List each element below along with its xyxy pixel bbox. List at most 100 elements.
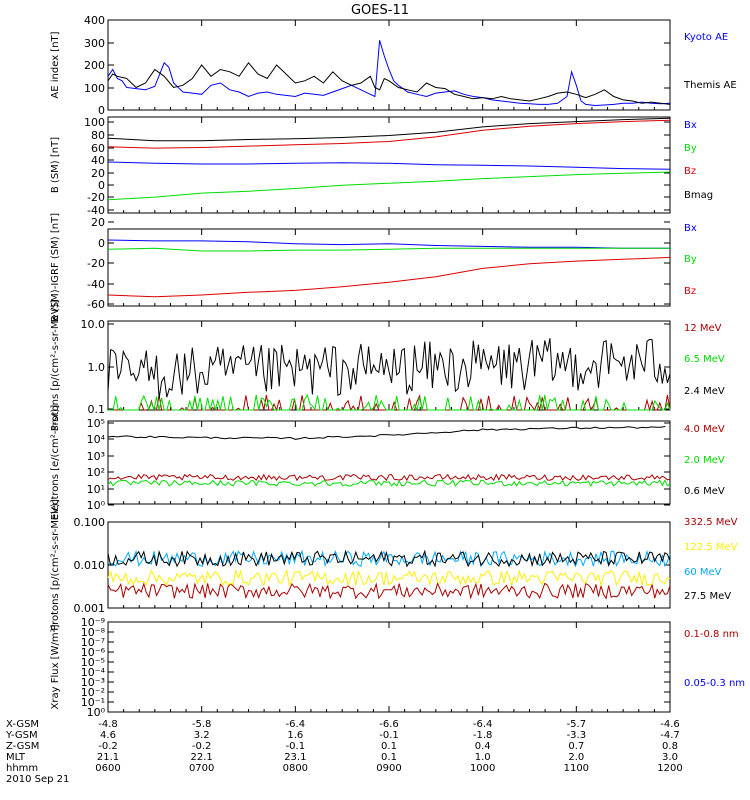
row-label: Y-GSM [5,730,38,741]
axis-value: 1100 [564,763,589,774]
plot-title: GOES-11 [351,3,409,18]
axis-value: -6.4 [286,719,306,730]
axis-value: 0900 [376,763,401,774]
y-axis-label: Electrons [e/(cm²-s-sr)] [50,405,61,521]
panel-frame [107,420,671,505]
y-tick-label: 10³ [87,450,105,463]
y-tick-label: 10⁻⁸ [81,626,106,639]
series-line-bx [107,161,671,170]
axis-value: 1.0 [475,752,491,763]
axis-value: -0.1 [379,730,399,741]
series-line-bz [107,256,671,298]
panel-frame [107,320,671,411]
row-label: hhmm [6,763,38,774]
panel-4: 0.1 1.0 10.0 Protons [p/(cm²-s-sr-MeV)] 12 M… [50,300,725,432]
legend-entry: Kyoto AE [684,32,728,43]
series-line-122-5-mev [107,568,671,588]
series-line-6-5-mev [108,393,671,412]
legend-entry: Bx [684,223,697,234]
y-tick-label: 20 [91,216,105,229]
axis-value: -4.7 [660,730,680,741]
y-tick-label: 100 [84,82,105,95]
y-tick-label: 10⁻⁹ [81,616,105,629]
axis-value: -3.3 [567,730,587,741]
y-tick-label: 10⁴ [87,433,106,446]
series-line-332-5-mev [107,581,671,600]
series-line-bz [107,119,671,149]
series-line-27-5-mev [107,549,671,568]
y-tick-label: 10⁰ [87,499,106,512]
axis-value: -0.1 [286,741,306,752]
legend-entry: 12 MeV [684,323,722,334]
axis-value: 0700 [189,763,214,774]
axis-value: -5.8 [192,719,212,730]
legend-entry: 2.4 MeV [684,386,725,397]
y-tick-label: 10⁰ [87,706,106,719]
y-tick-label: 10⁻⁶ [81,646,106,659]
legend-entry: 0.1-0.8 nm [684,629,739,640]
y-tick-label: 0.100 [74,516,106,529]
series-line-0-6-mev [107,426,666,440]
y-tick-label: 10¹ [87,483,105,496]
axis-value: 0600 [95,763,120,774]
y-tick-label: 10⁻³ [81,676,105,689]
legend-entry: Bmag [684,190,713,201]
axis-value: 1000 [470,763,495,774]
series-line-by [107,247,670,252]
y-tick-label: -20 [87,257,105,270]
series-line-bmag [107,117,671,142]
legend-entry: By [684,254,697,265]
axis-value: -0.2 [192,741,212,752]
y-tick-label: 10⁵ [87,417,105,430]
axis-value: -1.8 [473,730,493,741]
y-axis-label: B (SM) [nT] [50,137,61,193]
row-label: X-GSM [6,719,39,730]
legend-entry: 27.5 MeV [684,591,731,602]
y-tick-label: 20 [91,167,105,180]
y-tick-label: 10⁻⁷ [81,636,105,649]
y-tick-label: 40 [91,154,105,167]
y-tick-label: 400 [84,14,105,27]
y-tick-label: 10⁻¹ [81,696,105,709]
y-tick-label: -40 [87,204,105,217]
y-tick-label: 0.010 [74,559,106,572]
axis-value: -0.2 [98,741,118,752]
panel-3: -60 -40 -20 0 20 B (SM)-IGRF (SM) [nT] Bx By Bz [50,213,697,322]
series-line-kyoto-ae [107,40,671,107]
y-tick-label: 300 [84,37,105,50]
series-line-2-0-mev [107,479,671,488]
series-line-themis-ae [107,61,671,105]
y-tick-label: 0.001 [74,602,106,615]
axis-value: -5.7 [567,719,587,730]
axis-value: 2.0 [568,752,584,763]
axis-value: -6.6 [379,719,399,730]
series-line-4-0-mev [107,473,671,482]
axis-value: 0800 [283,763,308,774]
axis-value: 0.1 [381,741,397,752]
row-label: MLT [6,752,26,763]
axis-value: 0.1 [381,752,397,763]
y-tick-label: -60 [87,298,105,311]
axis-value: 3.2 [194,730,210,741]
legend-entry: 2.0 MeV [684,455,725,466]
legend-entry: Bz [684,166,696,177]
y-tick-label: 10⁻⁵ [81,656,105,669]
axis-value: 3.0 [662,752,678,763]
legend-entry: 6.5 MeV [684,354,725,365]
y-tick-label: 1.0 [88,361,106,374]
axis-value: 4.6 [100,730,116,741]
y-axis-label: Xray Flux [W/m²] [50,624,61,709]
y-axis-label: B (SM)-IGRF (SM) [nT] [50,213,61,322]
y-tick-label: 10⁻² [81,686,105,699]
y-tick-label: 0.1 [88,403,106,416]
y-tick-label: -20 [87,191,105,204]
axis-value: 22.1 [191,752,213,763]
y-tick-label: 0 [98,179,105,192]
axis-value: 0.4 [475,741,491,752]
y-axis-label: Protons [p/(cm²-s-sr-MeV)] [50,300,61,432]
panel-6: 0.001 0.010 0.100 Protons [p/(cm²-s-sr-MeV)… [50,499,738,631]
legend-entry: Bz [684,286,696,297]
panel-frame [107,621,671,713]
y-tick-label: 60 [91,142,105,155]
